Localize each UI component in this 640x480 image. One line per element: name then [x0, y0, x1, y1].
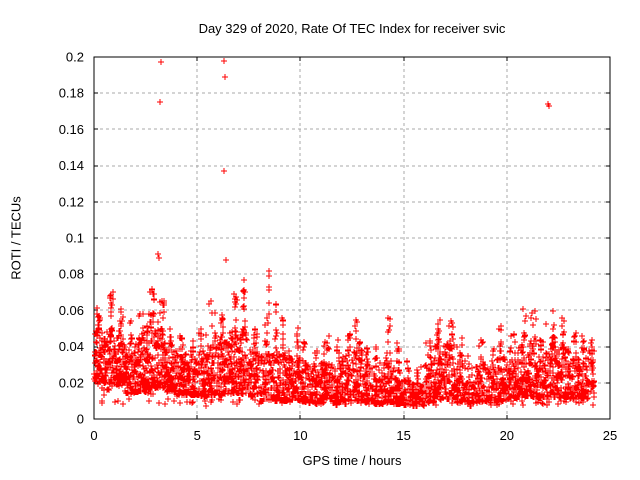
y-tick-label: 0.06	[59, 303, 84, 318]
x-tick-label: 15	[396, 428, 410, 443]
x-tick-label: 10	[293, 428, 307, 443]
scatter-points	[91, 58, 597, 409]
y-tick-label: 0.1	[66, 231, 84, 246]
y-tick-label: 0.04	[59, 339, 84, 354]
y-tick-label: 0	[77, 412, 84, 427]
chart-title: Day 329 of 2020, Rate Of TEC Index for r…	[198, 21, 506, 36]
y-tick-label: 0.2	[66, 50, 84, 65]
x-tick-label: 20	[500, 428, 514, 443]
x-tick-label: 25	[603, 428, 617, 443]
y-tick-label: 0.12	[59, 194, 84, 209]
y-tick-label: 0.18	[59, 86, 84, 101]
tick-marks	[93, 56, 611, 420]
x-tick-label: 5	[194, 428, 201, 443]
y-tick-label: 0.14	[59, 158, 84, 173]
y-tick-label: 0.02	[59, 375, 84, 390]
y-tick-label: 0.16	[59, 122, 84, 137]
x-tick-label: 0	[90, 428, 97, 443]
y-tick-label: 0.08	[59, 267, 84, 282]
x-axis-label: GPS time / hours	[302, 453, 402, 468]
